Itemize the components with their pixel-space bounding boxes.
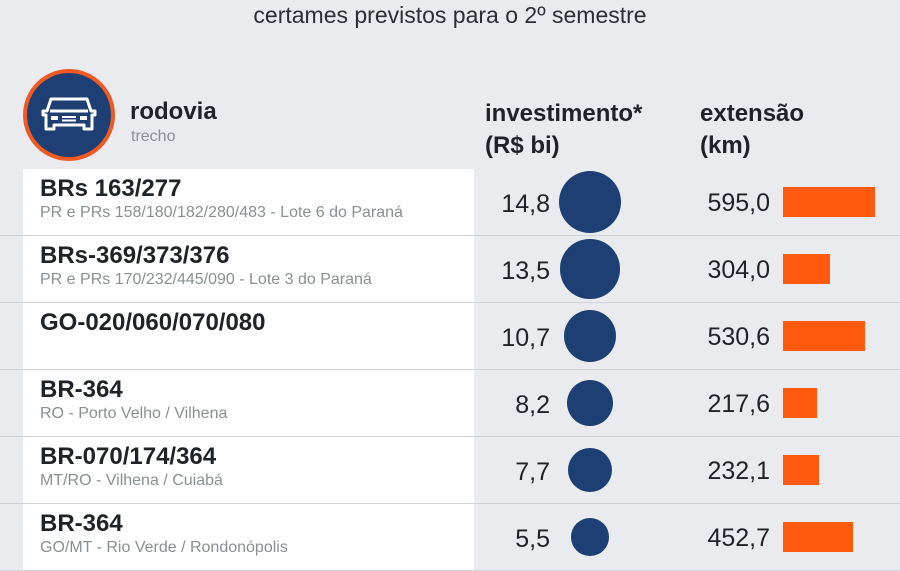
investimento-bubble bbox=[560, 239, 620, 299]
investimento-bubble bbox=[566, 379, 614, 427]
investimento-value: 7,7 bbox=[515, 458, 550, 486]
trecho-text: RO - Porto Velho / Vilhena bbox=[40, 405, 228, 422]
extensao-value: 217,6 bbox=[707, 390, 770, 418]
table-row: BRs-369/373/376 PR e PRs 170/232/445/090 … bbox=[0, 236, 900, 303]
trecho-text: PR e PRs 170/232/445/090 - Lote 3 do Par… bbox=[40, 271, 372, 288]
table-row: BR-364 RO - Porto Velho / Vilhena 8,2 217,6 bbox=[0, 370, 900, 437]
extensao-value: 452,7 bbox=[707, 524, 770, 552]
table-row: BR-364 GO/MT - Rio Verde / Rondonópolis 5,… bbox=[0, 504, 900, 571]
investimento-value: 5,5 bbox=[515, 525, 550, 553]
extensao-bar bbox=[783, 388, 817, 418]
subtitle: certames previstos para o 2º semestre bbox=[253, 2, 647, 28]
row-label-box bbox=[23, 303, 474, 369]
row-label-box bbox=[23, 370, 474, 436]
header-investimento-unit: (R$ bi) bbox=[485, 132, 560, 159]
row-label-box bbox=[23, 169, 474, 235]
header-investimento: investimento* (R$ bi) bbox=[485, 98, 642, 162]
header-investimento-label: investimento* bbox=[485, 100, 643, 127]
rodovia-name: BR-070/174/364 bbox=[40, 443, 217, 470]
extensao-bar bbox=[783, 254, 830, 284]
investimento-value: 13,5 bbox=[501, 257, 550, 285]
extensao-value: 304,0 bbox=[707, 256, 770, 284]
investimento-bubble bbox=[567, 447, 613, 493]
extensao-value: 595,0 bbox=[707, 189, 770, 217]
investimento-value: 14,8 bbox=[501, 190, 550, 218]
header-rodovia: rodovia bbox=[130, 98, 217, 125]
row-label-box bbox=[23, 437, 474, 503]
row-label-box bbox=[23, 236, 474, 302]
row-divider bbox=[0, 503, 900, 504]
trecho-text: MT/RO - Vilhena / Cuiabá bbox=[40, 472, 223, 489]
rodovia-name: BR-364 bbox=[40, 376, 123, 403]
investimento-value: 10,7 bbox=[501, 324, 550, 352]
row-label-box bbox=[23, 504, 474, 570]
row-divider bbox=[0, 436, 900, 437]
row-divider bbox=[0, 369, 900, 370]
header-extensao-label: extensão bbox=[700, 100, 805, 127]
table-row: BRs 163/277 PR e PRs 158/180/182/280/483 … bbox=[0, 169, 900, 236]
extensao-bar bbox=[783, 321, 866, 351]
extensao-bar bbox=[783, 455, 819, 485]
header-extensao-unit: (km) bbox=[700, 132, 751, 159]
trecho-text: GO/MT - Rio Verde / Rondonópolis bbox=[40, 539, 288, 556]
car-icon bbox=[23, 69, 115, 161]
investimento-value: 8,2 bbox=[515, 391, 550, 419]
investimento-bubble bbox=[559, 171, 621, 233]
rodovia-name: BRs-369/373/376 bbox=[40, 242, 230, 269]
extensao-bar bbox=[783, 187, 875, 217]
rodovia-name: GO-020/060/070/080 bbox=[40, 309, 266, 336]
extensao-value: 232,1 bbox=[707, 457, 770, 485]
extensao-value: 530,6 bbox=[707, 323, 770, 351]
investimento-bubble bbox=[563, 309, 617, 363]
table-row: BR-070/174/364 MT/RO - Vilhena / Cuiabá 7,… bbox=[0, 437, 900, 504]
header-extensao: extensão (km) bbox=[700, 98, 804, 162]
trecho-text: PR e PRs 158/180/182/280/483 - Lote 6 do… bbox=[40, 204, 403, 221]
header-trecho: trecho bbox=[131, 128, 176, 145]
rodovia-name: BRs 163/277 bbox=[40, 175, 182, 202]
rodovia-name: BR-364 bbox=[40, 510, 123, 537]
table-row: GO-020/060/070/080 10,7 530,6 bbox=[0, 303, 900, 370]
investimento-bubble bbox=[571, 518, 609, 556]
extensao-bar bbox=[783, 522, 853, 552]
row-divider bbox=[0, 235, 900, 236]
row-divider bbox=[0, 302, 900, 303]
